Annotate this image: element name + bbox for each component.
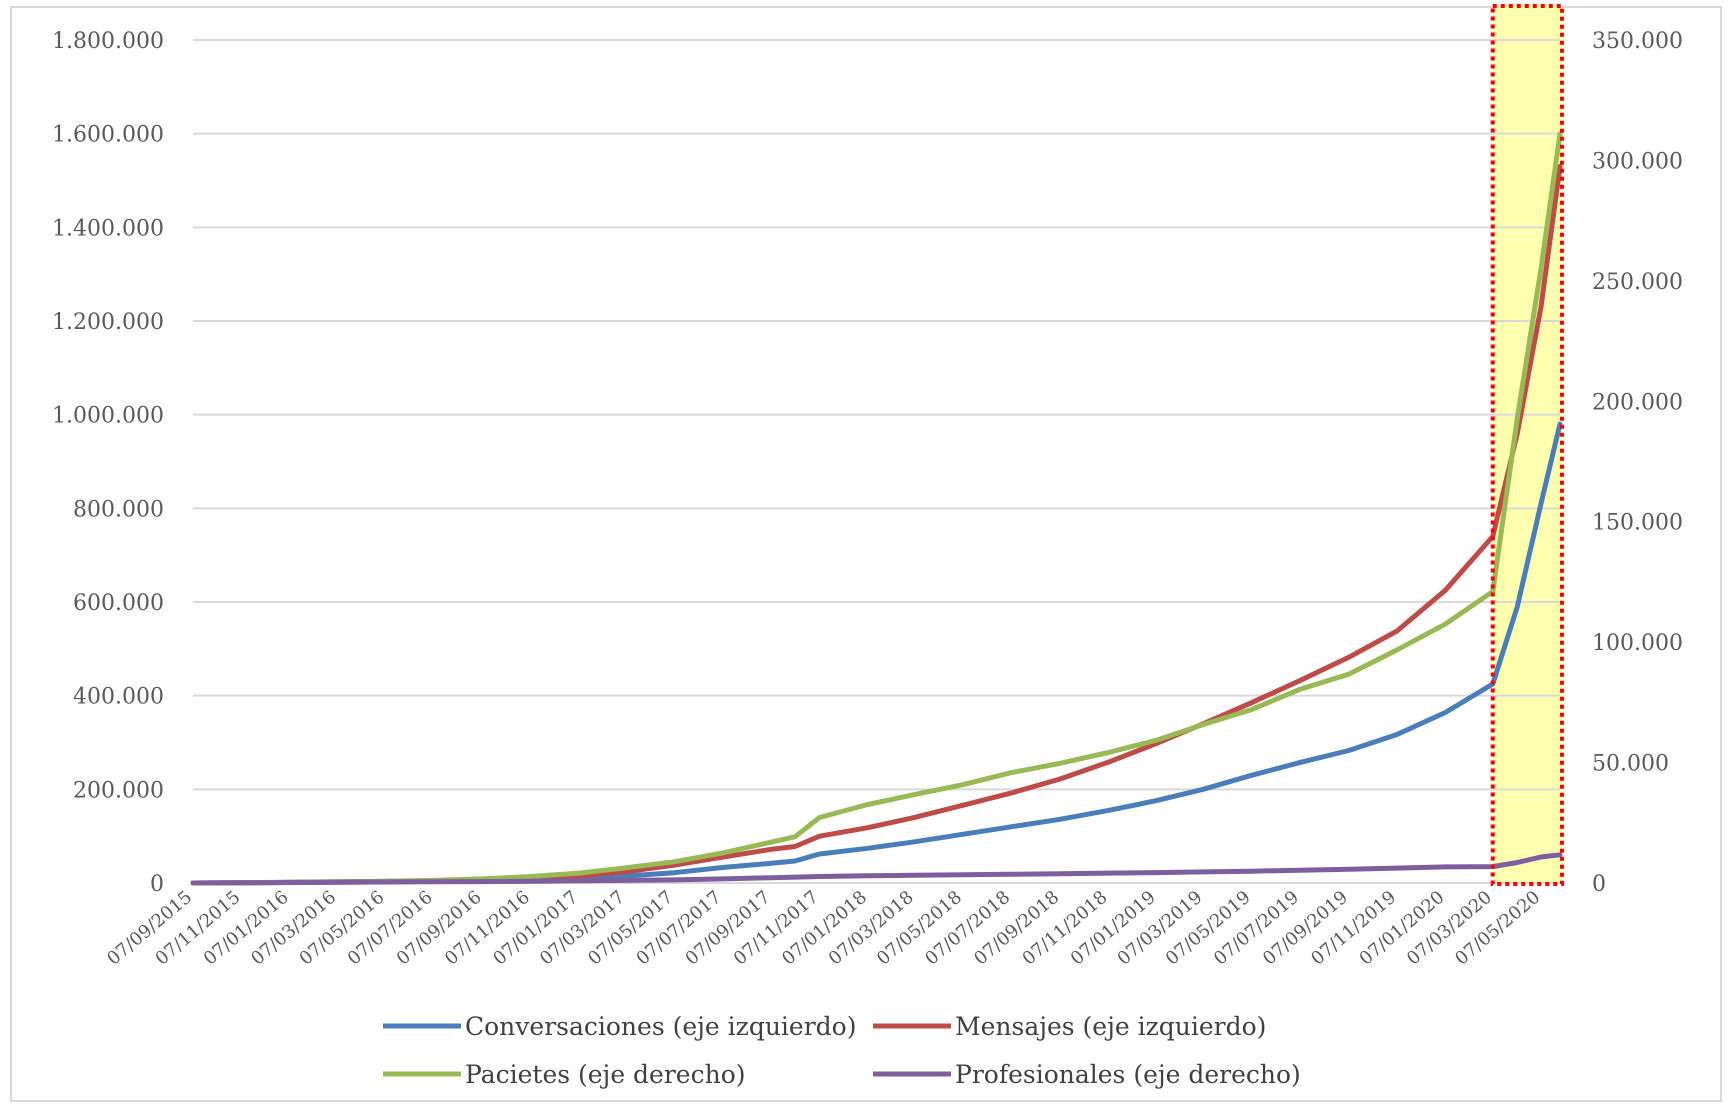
right-y-tick-label: 350.000 (1592, 29, 1683, 54)
highlight-dotted-border (1490, 4, 1565, 886)
left-y-tick-label: 800.000 (73, 497, 164, 522)
highlight-region (1492, 5, 1562, 883)
highlight-fill (1492, 5, 1562, 883)
chart-frame (10, 6, 1722, 1102)
gridlines (193, 39, 1560, 884)
right-y-tick-label: 150.000 (1592, 511, 1683, 536)
left-y-tick-label: 400.000 (73, 685, 164, 710)
legend: Conversaciones (eje izquierdo) Mensajes (… (383, 1012, 1301, 1089)
legend-label: Pacietes (eje derecho) (465, 1060, 746, 1089)
left-y-tick-label: 1.800.000 (52, 29, 164, 54)
left-y-tick-label: 1.600.000 (52, 123, 164, 148)
right-y-axis: 0 50.000 100.000 150.000 200.000 250.000 300.0… (1592, 29, 1683, 897)
left-y-axis: 0 200.000 400.000 600.000 800.000 1.000.000 1.… (52, 29, 164, 897)
left-y-tick-label: 600.000 (73, 591, 164, 616)
series-line (190, 164, 1563, 886)
left-y-tick-label: 200.000 (73, 778, 164, 803)
right-y-tick-label: 300.000 (1592, 149, 1683, 174)
series-line (190, 852, 1563, 886)
right-y-tick-label: 0 (1592, 872, 1606, 897)
left-y-tick-label: 1.000.000 (52, 404, 164, 429)
highlight-border (1490, 4, 1565, 886)
series-lines (190, 131, 1563, 886)
x-axis: 07/09/201507/11/201507/01/201607/03/2016… (103, 887, 1544, 970)
left-y-tick-label: 1.400.000 (52, 216, 164, 241)
left-y-tick-label: 1.200.000 (52, 310, 164, 335)
left-y-tick-label: 0 (150, 872, 164, 897)
right-y-tick-label: 200.000 (1592, 390, 1683, 415)
right-y-tick-label: 50.000 (1592, 752, 1669, 777)
legend-label: Profesionales (eje derecho) (955, 1060, 1301, 1089)
legend-label: Conversaciones (eje izquierdo) (465, 1012, 856, 1041)
right-y-tick-label: 250.000 (1592, 270, 1683, 295)
legend-label: Mensajes (eje izquierdo) (955, 1012, 1266, 1041)
right-y-tick-label: 100.000 (1592, 631, 1683, 656)
